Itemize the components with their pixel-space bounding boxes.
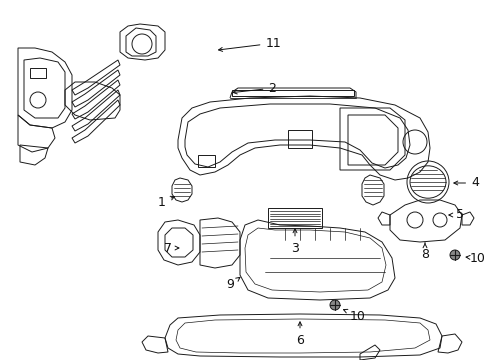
Text: 4: 4 — [453, 176, 478, 189]
Text: 8: 8 — [420, 243, 428, 261]
Text: 5: 5 — [448, 208, 463, 221]
Circle shape — [449, 250, 459, 260]
Text: 10: 10 — [343, 309, 365, 323]
Text: 9: 9 — [225, 277, 240, 292]
Text: 6: 6 — [295, 322, 304, 346]
Text: 10: 10 — [465, 252, 485, 265]
Circle shape — [329, 300, 339, 310]
Text: 2: 2 — [233, 82, 276, 95]
Text: 3: 3 — [290, 229, 298, 255]
Text: 7: 7 — [163, 242, 179, 255]
Text: 1: 1 — [158, 195, 174, 208]
Text: 11: 11 — [218, 37, 281, 51]
